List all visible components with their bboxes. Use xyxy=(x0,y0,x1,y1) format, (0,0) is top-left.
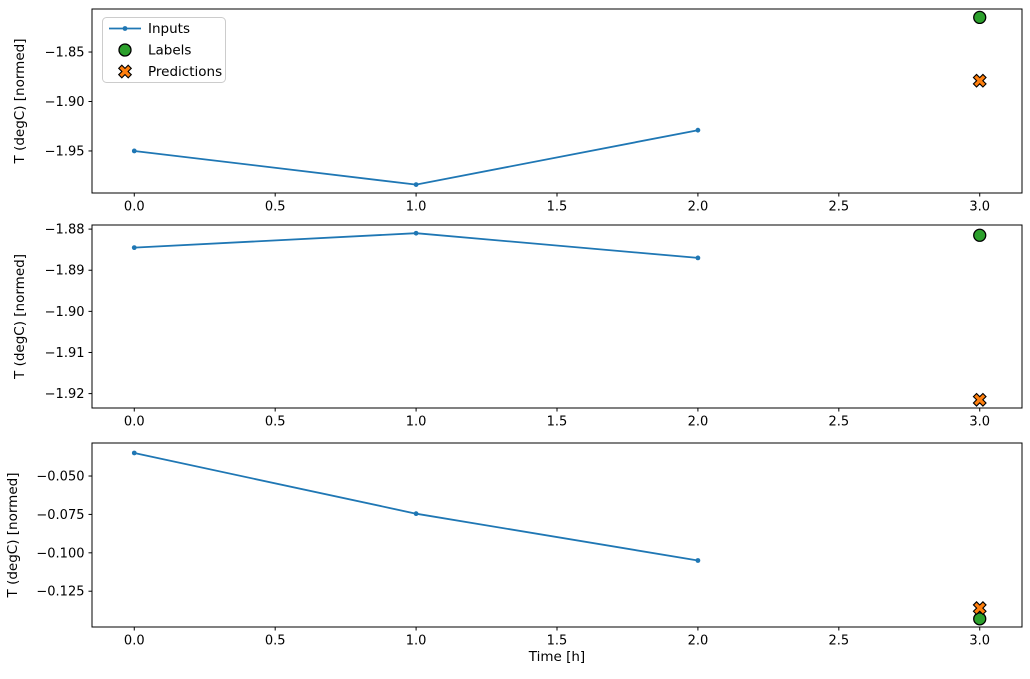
predictions-x-marker xyxy=(972,601,987,616)
legend-item-labels: Labels xyxy=(118,43,191,59)
y-tick-label: −1.88 xyxy=(45,223,85,238)
y-tick-label: −1.90 xyxy=(45,305,85,320)
y-tick-label: −1.89 xyxy=(45,264,85,279)
x-tick-label: 3.0 xyxy=(969,634,990,649)
legend-label: Predictions xyxy=(148,64,222,80)
y-axis-label: T (degC) [normed] xyxy=(5,473,21,599)
y-tick-label: −1.95 xyxy=(45,144,85,159)
x-tick-label: 2.5 xyxy=(828,200,849,215)
x-tick-label: 1.0 xyxy=(406,200,427,215)
legend-label: Labels xyxy=(148,43,191,59)
inputs-point-marker xyxy=(131,245,137,251)
inputs-point-marker xyxy=(695,127,701,133)
x-tick-label: 0.0 xyxy=(124,415,145,430)
legend-x-icon xyxy=(117,64,133,79)
y-tick-label: −1.85 xyxy=(45,46,85,61)
inputs-point-marker xyxy=(695,255,701,261)
x-tick-label: 0.0 xyxy=(124,634,145,649)
x-tick-label: 1.5 xyxy=(547,415,568,430)
subplot-3: 0.0 0.5 1.0 1.5 2.0 2.5 3.0 −0.050 −0.075 −0.100 −… xyxy=(5,442,1023,665)
y-tick-label: −0.125 xyxy=(36,585,84,600)
inputs-point-marker xyxy=(413,182,419,187)
inputs-point-marker xyxy=(131,450,137,456)
x-tick-label: 3.0 xyxy=(969,200,990,215)
legend-item-predictions: Predictions xyxy=(117,64,222,80)
predictions-x-marker xyxy=(972,73,987,88)
x-axis-label: Time [h] xyxy=(528,649,585,665)
x-tick-label: 2.0 xyxy=(688,415,709,430)
x-tick-label: 0.5 xyxy=(265,634,286,649)
axes-frame xyxy=(91,442,1023,628)
x-tick-label: 0.5 xyxy=(265,415,286,430)
y-tick-label: −0.100 xyxy=(36,546,84,561)
labels-circle-marker xyxy=(973,612,987,626)
labels-circle-marker xyxy=(973,10,987,25)
legend-item-inputs: Inputs xyxy=(109,21,190,37)
y-tick-label: −1.90 xyxy=(45,95,85,110)
y-axis-label: T (degC) [normed] xyxy=(12,39,28,165)
axes-frame xyxy=(91,224,1023,409)
x-tick-label: 0.0 xyxy=(124,200,145,215)
subplot-1: 0.0 0.5 1.0 1.5 2.0 2.5 3.0 −1.85 −1.90 −1.95 T (d… xyxy=(12,8,1023,215)
x-tick-label: 2.5 xyxy=(828,634,849,649)
inputs-point-marker xyxy=(695,558,701,563)
labels-circle-marker xyxy=(973,228,987,242)
y-tick-label: −1.91 xyxy=(45,346,85,361)
inputs-point-marker xyxy=(413,230,419,236)
x-tick-label: 2.5 xyxy=(828,415,849,430)
subplot-2: 0.0 0.5 1.0 1.5 2.0 2.5 3.0 −1.88 −1.89 −1.90 −1.9… xyxy=(12,223,1023,430)
legend-dot-icon xyxy=(122,26,128,31)
y-axis-label: T (degC) [normed] xyxy=(12,254,28,380)
legend-label: Inputs xyxy=(148,21,190,37)
inputs-point-marker xyxy=(413,511,419,517)
legend: Inputs Labels Predictions xyxy=(102,17,226,83)
x-tick-label: 1.0 xyxy=(406,415,427,430)
x-tick-label: 1.5 xyxy=(547,200,568,215)
axes-frame xyxy=(91,8,1023,194)
x-tick-label: 3.0 xyxy=(969,415,990,430)
x-tick-label: 2.0 xyxy=(688,634,709,649)
x-tick-label: 1.0 xyxy=(406,634,427,649)
y-tick-label: −0.050 xyxy=(36,470,84,485)
x-tick-label: 0.5 xyxy=(265,200,286,215)
y-tick-label: −0.075 xyxy=(36,508,84,523)
inputs-point-marker xyxy=(131,148,137,154)
x-tick-label: 1.5 xyxy=(547,634,568,649)
y-tick-label: −1.92 xyxy=(45,387,85,402)
legend-frame xyxy=(102,17,226,83)
predictions-x-marker xyxy=(972,392,987,407)
legend-circle-icon xyxy=(118,43,132,57)
x-tick-label: 2.0 xyxy=(688,200,709,215)
